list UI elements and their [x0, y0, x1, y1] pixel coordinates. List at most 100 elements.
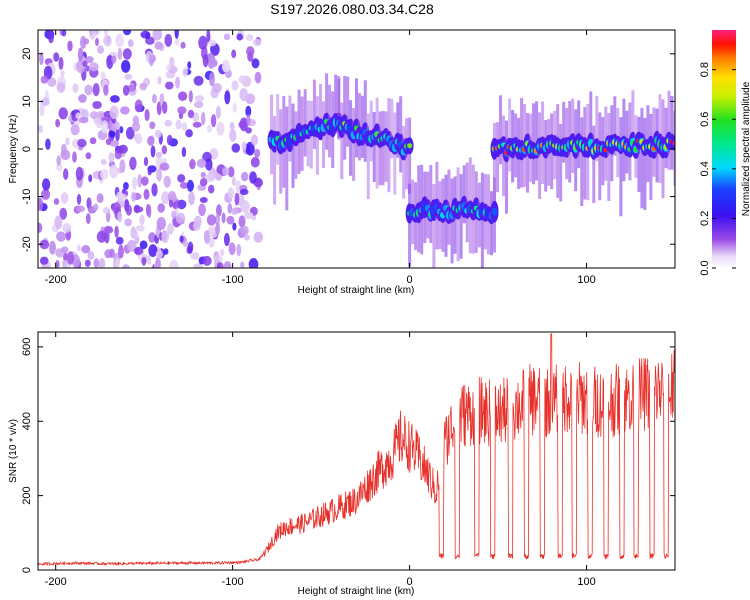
spectrogram-noise-cell	[147, 204, 152, 218]
spectrogram-spread	[372, 111, 376, 182]
spectrogram-noise-cell	[84, 84, 93, 96]
spectrogram-spread	[631, 90, 635, 152]
spectrogram-noise-cell	[177, 106, 187, 115]
spectrogram-noise-cell	[248, 258, 259, 268]
spectrogram-noise-cell	[122, 85, 130, 96]
spectrogram-noise-cell	[123, 182, 129, 190]
spectrogram-peak	[407, 143, 413, 149]
spectrogram-noise-cell	[202, 54, 209, 68]
spectrogram-noise-cell	[115, 33, 124, 48]
spectrogram-noise-cell	[82, 60, 88, 67]
spectrogram-noise-cell	[155, 257, 161, 268]
spectrogram-noise-cell	[180, 41, 186, 49]
spectrogram-noise-cell	[250, 134, 259, 146]
spectrogram-spread	[580, 117, 584, 206]
spectrogram-noise-cell	[39, 239, 50, 250]
spectrogram-x-tick-label: -200	[45, 274, 67, 286]
spectrogram-noise-cell	[241, 141, 247, 151]
spectrogram-noise-cell	[131, 121, 141, 132]
spectrogram-y-tick-label: 0	[21, 146, 33, 152]
spectrogram-peak	[672, 140, 675, 146]
spectrogram-noise-cell	[127, 84, 136, 92]
spectrogram-noise-cell	[159, 162, 170, 171]
spectrogram-noise-cell	[186, 179, 194, 192]
snr-frame	[37, 331, 676, 571]
spectrogram-noise-cell	[226, 215, 235, 225]
figure-title: S197.2026.080.03.34.C28	[270, 1, 434, 17]
spectrogram-noise-cell	[155, 250, 163, 259]
spectrogram-noise-cell	[78, 94, 87, 103]
snr-x-tick-label: -200	[45, 576, 67, 588]
colorbar-ticks: 0.0 0.2 0.4 0.6 0.8	[699, 62, 736, 276]
spectrogram-spread	[667, 90, 671, 170]
spectrogram-noise-cell	[238, 215, 246, 228]
spectrogram-x-tick-label: -100	[222, 274, 244, 286]
spectrogram-x-label: Height of straight line (km)	[298, 285, 415, 296]
spectrogram-noise-cell	[199, 197, 208, 203]
spectrogram-noise-cell	[132, 230, 139, 240]
spectrogram-noise-cell	[168, 199, 173, 208]
spectrogram-noise-cell	[135, 225, 145, 232]
spectrogram-noise-cell	[244, 234, 250, 241]
spectrogram-noise-cell	[148, 54, 154, 67]
spectrogram-noise-cell	[161, 191, 170, 205]
spectrogram-noise-cell	[241, 171, 249, 182]
colorbar-tick-label: 0.0	[699, 260, 711, 275]
snr-x-label: Height of straight line (km)	[298, 586, 415, 597]
spectrogram-noise-cell	[84, 259, 91, 267]
spectrogram-noise-cell	[216, 121, 225, 136]
spectrogram-noise-cell	[58, 56, 64, 70]
spectrogram-noise-cell	[188, 90, 193, 103]
spectrogram-noise-cell	[132, 176, 137, 191]
spectrogram-y-tick-label: 10	[21, 95, 33, 107]
spectrogram-spread	[637, 116, 641, 192]
spectrogram-x-tick-label: 100	[577, 274, 595, 286]
spectrogram-noise-cell	[223, 232, 230, 247]
spectrogram-noise-cell	[231, 207, 239, 215]
spectrogram-spread	[276, 94, 280, 165]
spectrogram-noise-cell	[205, 158, 213, 171]
snr-plot: -200 -100 0 100 0 200 400 600 Height of straig…	[8, 331, 676, 597]
spectrogram-spread	[352, 108, 356, 181]
spectrogram-noise-cell	[246, 114, 251, 126]
spectrogram-noise-cell	[147, 254, 152, 265]
spectrogram-noise-cell	[210, 114, 217, 128]
spectrogram-noise-cell	[187, 109, 195, 119]
spectrogram-noise-cell	[77, 244, 81, 252]
spectrogram-noise-cell	[167, 223, 174, 235]
spectrogram-noise-cell	[208, 184, 215, 194]
spectrogram-noise-cell	[174, 37, 180, 46]
spectrogram-noise-cell	[245, 127, 253, 134]
spectrogram-noise-cell	[166, 134, 173, 146]
spectrogram-spread	[459, 174, 463, 259]
spectrogram-noise-cell	[206, 30, 211, 43]
spectrogram-noise-cell	[87, 251, 95, 260]
colorbar-tick-label: 0.8	[699, 62, 711, 77]
spectrogram-spread	[538, 112, 542, 199]
spectrogram-noise-cell	[201, 112, 206, 126]
spectrogram-noise-cell	[119, 126, 124, 134]
spectrogram-noise-cell	[66, 251, 75, 265]
spectrogram-noise-cell	[215, 222, 221, 236]
spectrogram-noise-cell	[236, 243, 242, 257]
spectrogram-noise-cell	[227, 187, 235, 199]
spectrogram-noise-cell	[118, 244, 124, 259]
colorbar-tick-label: 0.4	[699, 161, 711, 176]
spectrogram-noise-cell	[229, 129, 237, 142]
spectrogram-noise-cell	[179, 182, 189, 189]
spectrogram-noise-cell	[245, 141, 255, 156]
spectrogram-noise-cell	[122, 48, 132, 60]
spectrogram-spread	[496, 122, 499, 193]
spectrogram-noise-cell	[41, 189, 51, 200]
spectrogram-noise-cell	[124, 218, 132, 227]
snr-x-tick-label: 0	[407, 576, 413, 588]
spectrogram-noise-cell	[190, 251, 200, 260]
spectrogram-noise-cell	[177, 174, 186, 183]
spectrogram-noise-cell	[203, 230, 211, 244]
spectrogram-spread	[378, 111, 382, 186]
spectrogram-noise-cell	[59, 207, 67, 220]
spectrogram-noise-cell	[53, 198, 60, 205]
spectrogram-spread	[390, 98, 394, 159]
spectrogram-noise-cell	[95, 37, 99, 47]
